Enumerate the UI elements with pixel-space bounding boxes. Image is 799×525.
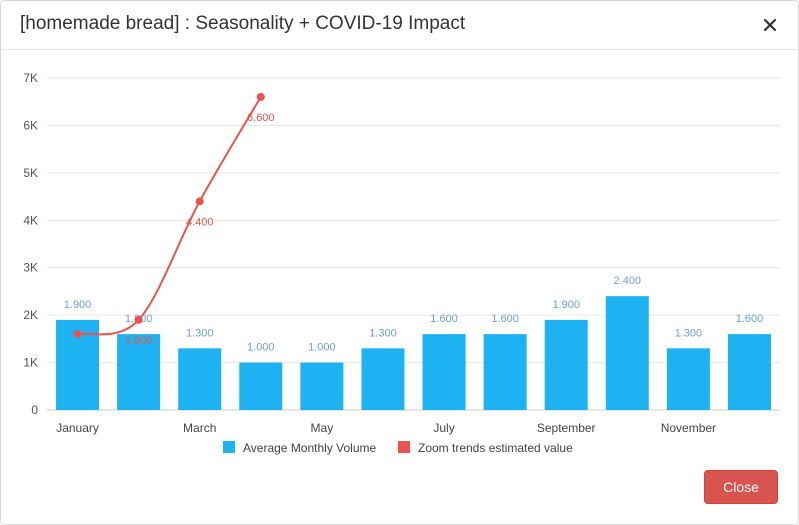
bar-data-label: 1.900 — [64, 299, 92, 311]
y-tick-label: 1K — [23, 356, 38, 370]
bar — [544, 319, 588, 410]
bar — [727, 334, 771, 410]
close-icon[interactable] — [758, 13, 782, 37]
bar-data-label: 2.400 — [614, 275, 642, 287]
modal-header: [homemade bread] : Seasonality + COVID-1… — [1, 1, 798, 50]
bar — [239, 362, 283, 410]
trend-point — [256, 92, 265, 101]
x-tick-label: July — [433, 421, 454, 435]
y-tick-label: 2K — [23, 308, 38, 322]
bar-data-label: 1.300 — [186, 327, 214, 339]
bar — [422, 334, 466, 410]
y-tick-label: 7K — [23, 71, 38, 85]
trend-data-label: 1.900 — [125, 335, 153, 347]
trend-point — [134, 315, 143, 324]
trend-line — [77, 96, 262, 336]
bar-data-label: 1.600 — [491, 313, 519, 325]
bar — [117, 334, 161, 410]
bar-data-label: 1.000 — [308, 342, 336, 354]
bar-data-label: 1.600 — [430, 313, 458, 325]
close-button[interactable]: Close — [704, 470, 778, 504]
bar — [300, 362, 344, 410]
y-tick-label: 6K — [23, 118, 38, 132]
y-tick-label: 0 — [31, 403, 38, 417]
bar-data-label: 1.300 — [675, 327, 703, 339]
legend-swatch-volume — [223, 441, 235, 453]
x-tick-label: May — [311, 421, 334, 435]
trend-data-label: 4.400 — [186, 216, 214, 228]
x-tick-label: January — [56, 421, 99, 435]
legend-swatch-trend — [398, 441, 410, 453]
trend-point — [73, 330, 82, 339]
modal-footer: Close — [1, 456, 798, 524]
chart-area: 0 1K 2K 3K 4K 5K 6K 7K January March May July Septem… — [1, 50, 798, 461]
y-tick-label: 4K — [23, 213, 38, 227]
trend-data-label: 6.600 — [247, 112, 275, 124]
bar — [666, 348, 710, 410]
x-tick-label: March — [183, 421, 216, 435]
modal-title: [homemade bread] : Seasonality + COVID-1… — [20, 13, 466, 34]
y-tick-label: 5K — [23, 166, 38, 180]
bar-data-label: 1.900 — [552, 299, 580, 311]
bar — [483, 334, 527, 410]
bar-data-label: 1.600 — [736, 313, 764, 325]
legend-label-trend: Zoom trends estimated value — [418, 441, 573, 455]
bar-data-label: 1.300 — [369, 327, 397, 339]
bar-data-label: 1.000 — [247, 342, 275, 354]
y-tick-label: 3K — [23, 261, 38, 275]
bar — [605, 296, 649, 410]
bar — [178, 348, 222, 410]
x-tick-label: September — [537, 421, 596, 435]
seasonality-chart: 0 1K 2K 3K 4K 5K 6K 7K January March May July Septem… — [23, 71, 780, 455]
bar — [361, 348, 405, 410]
legend-label-volume: Average Monthly Volume — [243, 441, 377, 455]
x-tick-label: November — [661, 421, 716, 435]
trend-point — [195, 197, 204, 206]
